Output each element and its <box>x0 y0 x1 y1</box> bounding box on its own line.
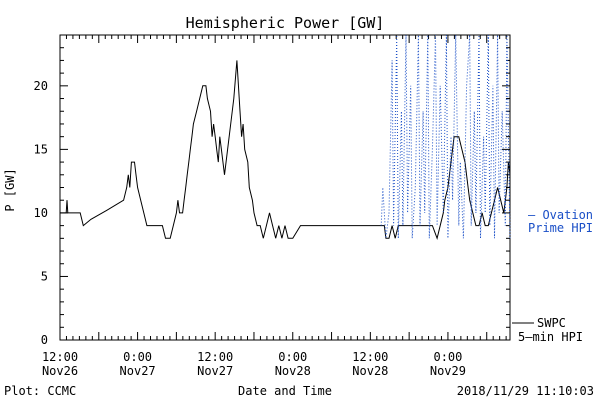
y-tick-label: 0 <box>41 333 48 347</box>
legend: — Ovation Prime HPI SWPC 5–min HPI <box>512 208 593 344</box>
x-tick-label-date: Nov26 <box>42 364 78 378</box>
footer-left: Plot: CCMC <box>4 384 76 398</box>
axes: 0510152012:00Nov260:00Nov2712:00Nov270:0… <box>34 34 510 378</box>
y-tick-label: 5 <box>41 269 48 283</box>
y-tick-label: 20 <box>34 79 48 93</box>
series-group <box>60 34 511 241</box>
x-tick-label-time: 12:00 <box>352 350 388 364</box>
y-tick-label: 15 <box>34 142 48 156</box>
x-tick-label-time: 0:00 <box>123 350 152 364</box>
x-tick-label-date: Nov28 <box>275 364 311 378</box>
x-tick-label-time: 0:00 <box>433 350 462 364</box>
legend-swpc-line2: 5–min HPI <box>518 330 583 344</box>
y-tick-label: 10 <box>34 206 48 220</box>
x-axis-label: Date and Time <box>238 384 332 398</box>
series-ovation-line <box>380 34 511 239</box>
chart-title: Hemispheric Power [GW] <box>186 14 385 32</box>
x-tick-label-time: 12:00 <box>42 350 78 364</box>
x-tick-label-time: 12:00 <box>197 350 233 364</box>
legend-ovation-line2: Prime HPI <box>528 221 593 235</box>
x-tick-label-date: Nov27 <box>197 364 233 378</box>
y-axis-label: P [GW] <box>3 168 17 211</box>
series-swpc-line <box>60 60 511 241</box>
legend-swpc-line1: SWPC <box>537 316 566 330</box>
x-tick-label-time: 0:00 <box>278 350 307 364</box>
x-tick-label-date: Nov28 <box>352 364 388 378</box>
x-tick-label-date: Nov29 <box>430 364 466 378</box>
legend-ovation-line1: — Ovation <box>528 208 593 222</box>
footer-right: 2018/11/29 11:10:03 <box>457 384 594 398</box>
x-tick-label-date: Nov27 <box>120 364 156 378</box>
